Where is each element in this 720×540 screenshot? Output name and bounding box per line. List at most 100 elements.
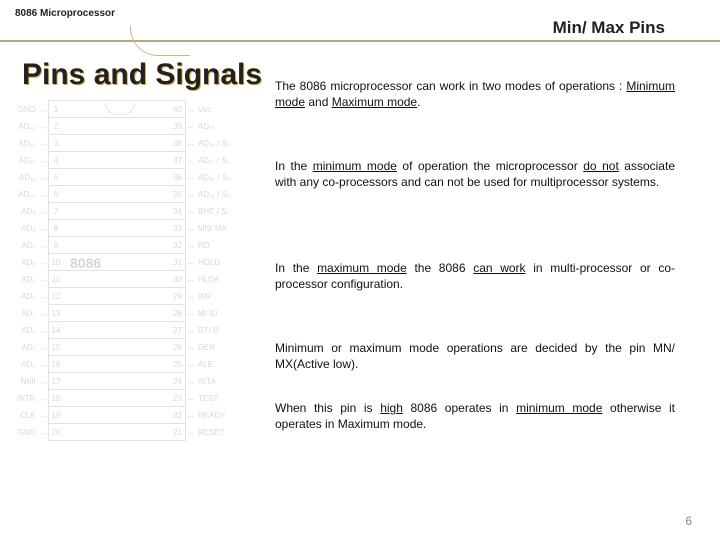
main-heading: Pins and Signals xyxy=(22,58,262,92)
pinout-row: AD₉↔734↔BHE / S₇ xyxy=(5,203,250,220)
chip-body xyxy=(63,339,170,356)
pin-left-num: 14 xyxy=(48,322,63,339)
arrow-icon: ↔ xyxy=(39,390,49,407)
arrow-icon: ↔ xyxy=(39,220,49,237)
pin-right-label: ALE xyxy=(195,356,250,373)
pin-left-num: 18 xyxy=(48,390,63,407)
pinout-row: AD₅↔1130↔HLDA xyxy=(5,271,250,288)
pinout-row: AD₁₄↔239↔AD₁₅ xyxy=(5,118,250,135)
pin-left-label: AD₇ xyxy=(5,237,39,254)
pin-right-num: 21 xyxy=(170,424,185,441)
chip-body xyxy=(63,101,170,118)
paragraph-2: In the minimum mode of operation the mic… xyxy=(275,158,675,190)
pin-left-num: 11 xyxy=(48,271,63,288)
pinout-row: AD₇↔932↔RD xyxy=(5,237,250,254)
pin-right-num: 27 xyxy=(170,322,185,339)
arrow-icon: ↔ xyxy=(39,288,49,305)
p2-u1: minimum mode xyxy=(313,159,397,173)
paragraph-1: The 8086 microprocessor can work in two … xyxy=(275,78,675,110)
arrow-icon: ↔ xyxy=(185,203,195,220)
pin-left-num: 16 xyxy=(48,356,63,373)
p2-u2: do not xyxy=(583,159,619,173)
p2-text-b: of operation the microprocessor xyxy=(397,159,583,173)
pinout-row: AD₁₂↔437↔AD₁₇ / S₄ xyxy=(5,152,250,169)
pin-left-num: 13 xyxy=(48,305,63,322)
p3-u2: can work xyxy=(473,261,525,275)
pin-left-label: AD₃ xyxy=(5,305,39,322)
pin-right-label: Vcc xyxy=(195,101,250,118)
pin-right-num: 37 xyxy=(170,152,185,169)
arrow-icon: ↔ xyxy=(185,220,195,237)
chip-body xyxy=(63,288,170,305)
p3-u1: maximum mode xyxy=(317,261,407,275)
chip-body xyxy=(63,152,170,169)
chip-body xyxy=(63,407,170,424)
p5-text-a: When this pin is xyxy=(275,401,380,415)
arrow-icon: ↔ xyxy=(185,322,195,339)
pin-left-label: AD₉ xyxy=(5,203,39,220)
pin-left-num: 4 xyxy=(48,152,63,169)
arrow-icon: ↔ xyxy=(185,254,195,271)
arrow-icon: ↔ xyxy=(185,237,195,254)
pin-left-label: AD₁₀ xyxy=(5,186,39,203)
pin-left-label: INTR xyxy=(5,390,39,407)
pinout-row: AD₃↔1328↔M/ IO xyxy=(5,305,250,322)
pin-left-num: 6 xyxy=(48,186,63,203)
pinout-row: GND↔2021↔RESET xyxy=(5,424,250,441)
pin-left-label: AD₀ xyxy=(5,356,39,373)
arrow-icon: ↔ xyxy=(39,237,49,254)
pin-right-num: 32 xyxy=(170,237,185,254)
arrow-icon: ↔ xyxy=(39,407,49,424)
pin-left-num: 12 xyxy=(48,288,63,305)
paragraph-4: Minimum or maximum mode operations are d… xyxy=(275,340,675,372)
arrow-icon: ↔ xyxy=(39,152,49,169)
pin-right-label: AD₁₉ / S₆ xyxy=(195,186,250,203)
page-number: 6 xyxy=(685,514,692,528)
chip-body xyxy=(63,220,170,237)
pin-right-num: 34 xyxy=(170,203,185,220)
pin-right-num: 23 xyxy=(170,390,185,407)
chip-body xyxy=(63,322,170,339)
arrow-icon: ↔ xyxy=(39,322,49,339)
header-title: Min/ Max Pins xyxy=(553,18,665,38)
p5-u2: minimum mode xyxy=(516,401,602,415)
pinout-row: GND↔140↔Vcc xyxy=(5,101,250,118)
arrow-icon: ↔ xyxy=(39,356,49,373)
pin-right-label: AD₁₇ / S₄ xyxy=(195,152,250,169)
p2-text-a: In the xyxy=(275,159,313,173)
pin-right-label: HOLD xyxy=(195,254,250,271)
pin-right-label: AD₁₆ / S₃ xyxy=(195,135,250,152)
arrow-icon: ↔ xyxy=(39,186,49,203)
p3-text-b: the 8086 xyxy=(407,261,473,275)
chip-body xyxy=(63,424,170,441)
pin-left-label: AD₁₂ xyxy=(5,152,39,169)
chip-body xyxy=(63,271,170,288)
arrow-icon: ↔ xyxy=(185,390,195,407)
arrow-icon: ↔ xyxy=(39,118,49,135)
chip-body xyxy=(63,373,170,390)
pin-right-num: 39 xyxy=(170,118,185,135)
arrow-icon: ↔ xyxy=(185,373,195,390)
arrow-icon: ↔ xyxy=(185,118,195,135)
pin-right-num: 28 xyxy=(170,305,185,322)
chip-body xyxy=(63,203,170,220)
chip-body xyxy=(63,356,170,373)
pin-right-label: INTA xyxy=(195,373,250,390)
pin-right-label: AD₁₅ xyxy=(195,118,250,135)
chip-body xyxy=(63,135,170,152)
chip-body xyxy=(63,305,170,322)
p1-text-a: The 8086 microprocessor can work in two … xyxy=(275,79,626,93)
arrow-icon: ↔ xyxy=(39,254,49,271)
pinout-row: AD₁₁↔536↔AD₁₈ / S₅ xyxy=(5,169,250,186)
p5-u1: high xyxy=(380,401,403,415)
pinout-row: AD₈↔833↔MN/ MX xyxy=(5,220,250,237)
chip-body xyxy=(63,169,170,186)
pin-left-label: AD₆ xyxy=(5,254,39,271)
arrow-icon: ↔ xyxy=(39,101,49,118)
pin-left-label: GND xyxy=(5,424,39,441)
arrow-icon: ↔ xyxy=(185,169,195,186)
pin-left-label: AD₅ xyxy=(5,271,39,288)
pin-right-label: MN/ MX xyxy=(195,220,250,237)
pin-right-label: M/ IO xyxy=(195,305,250,322)
p1-text-b: and xyxy=(305,95,332,109)
